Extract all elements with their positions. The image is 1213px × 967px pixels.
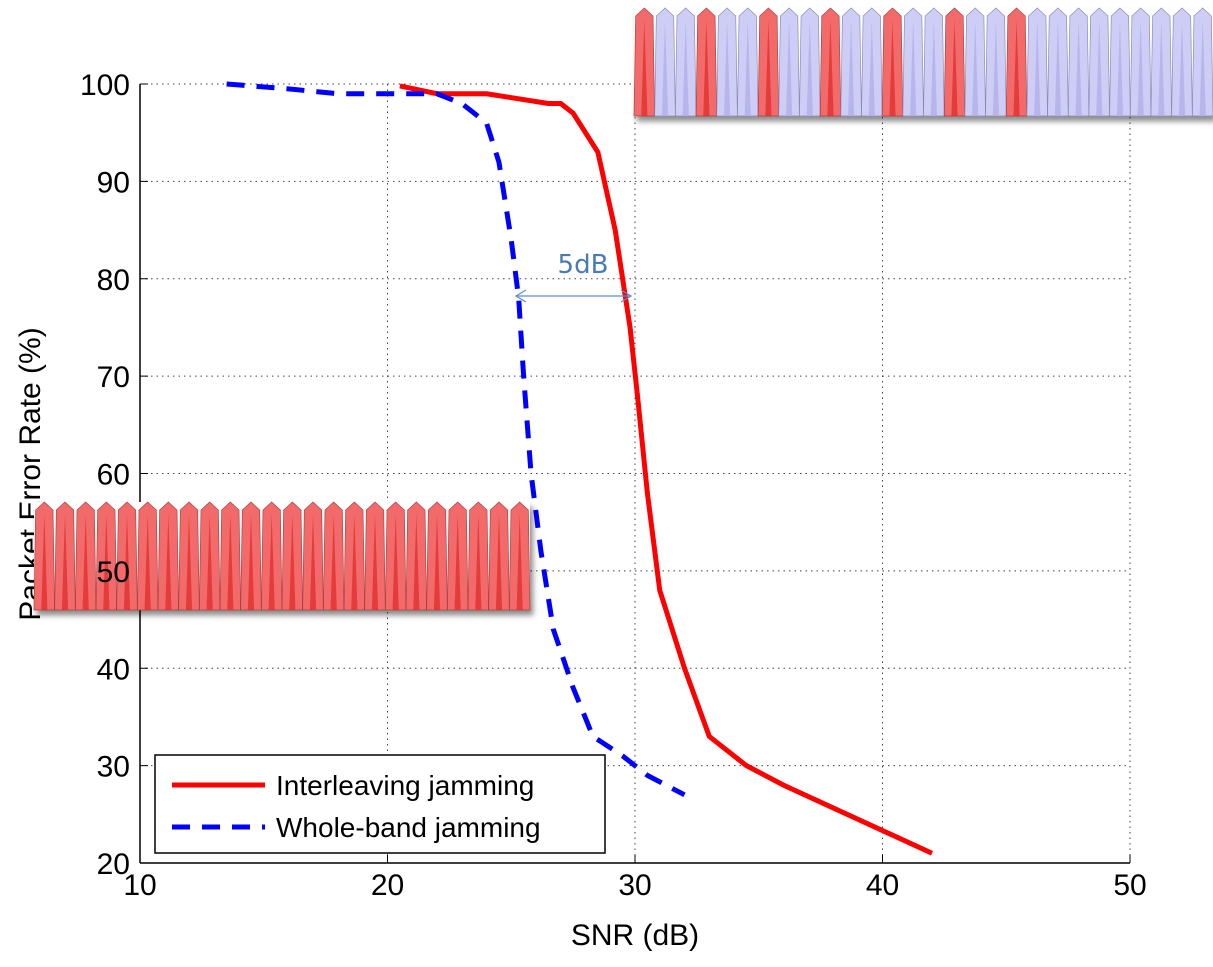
- subcarrier-core: [992, 20, 999, 116]
- subcarrier-core: [185, 514, 193, 610]
- subcarrier-core: [82, 514, 89, 610]
- series-line: [399, 83, 934, 856]
- subcarrier-core: [1034, 20, 1041, 116]
- y-tick-label: 30: [97, 751, 130, 784]
- subcarrier-core: [827, 20, 834, 116]
- spectrum-illustration: [33, 501, 531, 611]
- subcarrier-core: [1096, 20, 1103, 116]
- subcarrier-core: [247, 514, 255, 610]
- subcarrier-core: [868, 20, 875, 116]
- y-tick-label: 60: [97, 459, 130, 492]
- plot-area: [226, 81, 934, 856]
- x-axis-label: SNR (dB): [571, 919, 699, 952]
- legend-label: Interleaving jamming: [276, 770, 534, 801]
- subcarrier-core: [889, 20, 896, 116]
- annotation: 5dB: [558, 250, 609, 280]
- subcarrier-core: [1158, 20, 1165, 116]
- y-tick-label: 70: [97, 361, 130, 394]
- subcarrier-core: [392, 514, 399, 610]
- subcarrier-core: [475, 514, 482, 610]
- spectrum-illustration: [633, 7, 1213, 117]
- subcarrier-core: [765, 20, 772, 116]
- subcarrier-core: [848, 20, 855, 116]
- y-tick-label: 20: [97, 848, 130, 881]
- subcarrier-core: [165, 514, 172, 610]
- series-line: [226, 81, 686, 798]
- subcarrier-core: [309, 514, 317, 610]
- legend-box: [154, 754, 606, 854]
- subcarrier-core: [144, 514, 151, 610]
- subcarrier-core: [806, 20, 813, 116]
- grid: [139, 83, 1131, 864]
- subcarrier-core: [268, 514, 275, 610]
- subcarrier-core: [61, 514, 69, 610]
- subcarrier-core: [661, 20, 669, 116]
- subcarrier-core: [227, 514, 234, 610]
- subcarrier-core: [1054, 20, 1062, 116]
- subcarrier-core: [103, 514, 110, 610]
- subcarrier-core: [682, 20, 689, 116]
- subcarrier-core: [433, 514, 441, 610]
- subcarrier-core: [951, 20, 958, 116]
- x-tick-label: 30: [618, 869, 651, 902]
- subcarrier-core: [516, 514, 523, 610]
- subcarrier-core: [703, 20, 710, 116]
- subcarrier-core: [1199, 20, 1206, 116]
- subcarrier-core: [1137, 20, 1144, 116]
- y-tick-label: 90: [97, 166, 130, 199]
- subcarrier-core: [723, 20, 731, 116]
- x-tick-label: 40: [866, 869, 899, 902]
- x-tick-label: 50: [1113, 869, 1146, 902]
- subcarrier-core: [330, 514, 337, 610]
- y-tick-label: 80: [97, 264, 130, 297]
- subcarrier-core: [1178, 20, 1186, 116]
- subcarrier-core: [744, 20, 751, 116]
- subcarrier-core: [206, 514, 213, 610]
- subcarrier-core: [910, 20, 917, 116]
- subcarrier-core: [41, 514, 48, 610]
- subcarrier-core: [371, 514, 379, 610]
- x-tick-label: 20: [371, 869, 404, 902]
- y-tick-label: 40: [97, 653, 130, 686]
- legend: Interleaving jamming Whole-band jamming: [154, 754, 606, 854]
- subcarrier-core: [413, 514, 420, 610]
- subcarrier-core: [289, 514, 296, 610]
- y-tick-label: 100: [80, 69, 130, 102]
- subcarrier-core: [1116, 20, 1124, 116]
- subcarrier-core: [785, 20, 793, 116]
- annotation-arrow: [514, 289, 633, 303]
- y-tick-label: 50: [97, 556, 130, 589]
- subcarrier-core: [641, 20, 648, 116]
- legend-label: Whole-band jamming: [276, 812, 541, 843]
- subcarrier-core: [454, 514, 461, 610]
- x-tick-label: 10: [123, 869, 156, 902]
- subcarrier-core: [495, 514, 503, 610]
- subcarrier-core: [972, 20, 979, 116]
- subcarrier-core: [351, 514, 358, 610]
- subcarrier-core: [123, 514, 131, 610]
- subcarrier-core: [1013, 20, 1020, 116]
- subcarrier-core: [1075, 20, 1082, 116]
- subcarrier-core: [930, 20, 937, 116]
